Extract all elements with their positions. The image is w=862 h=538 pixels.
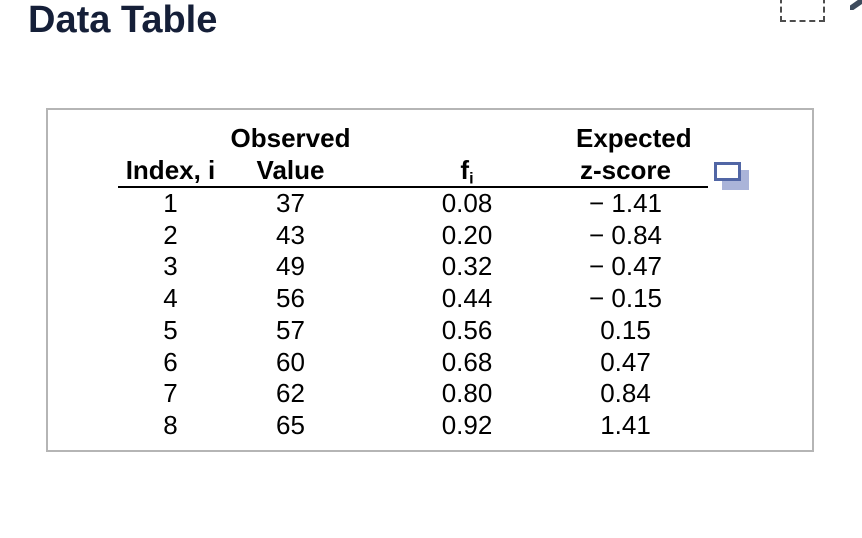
col-header-expected-zscore: Expected z-score <box>576 122 708 188</box>
header-line-2: Index, i <box>125 155 216 185</box>
copy-table-icon[interactable] <box>714 162 750 191</box>
cell-fi: 0.68 <box>441 346 493 377</box>
table-row: 3 49 0.32 − 0.47 <box>118 251 708 283</box>
fi-base: f <box>460 155 470 185</box>
cell-zscore: − 0.15 <box>588 283 662 314</box>
cell-zscore: 0.84 <box>600 378 651 409</box>
cell-zscore: 1.41 <box>600 409 651 440</box>
table-row: 1 37 0.08 − 1.41 <box>118 187 708 220</box>
cell-index: 6 <box>163 346 178 377</box>
col-header-index: Index, i <box>118 122 223 188</box>
cell-fi: 0.80 <box>441 378 493 409</box>
cell-zscore: 0.15 <box>600 314 651 345</box>
cell-observed: 57 <box>276 314 305 345</box>
page-title: Data Table <box>28 0 218 41</box>
cell-zscore: − 1.41 <box>588 188 662 218</box>
copy-icon-front-rect <box>714 162 741 181</box>
cell-index: 5 <box>163 314 178 345</box>
data-table-card: Index, i Observed Value fi Expected z-sc… <box>46 108 814 452</box>
table-row: 4 56 0.44 − 0.15 <box>118 283 708 315</box>
header-line-1: Expected <box>576 123 692 153</box>
cell-zscore: 0.47 <box>600 346 651 377</box>
cell-fi: 0.56 <box>441 314 493 345</box>
table-row: 6 60 0.68 0.47 <box>118 347 708 379</box>
col-header-observed-value: Observed Value <box>223 122 358 188</box>
dashed-selection-box <box>780 0 825 22</box>
header-row: Index, i Observed Value fi Expected z-sc… <box>118 122 708 188</box>
cell-fi: 0.32 <box>441 251 493 282</box>
header-line-2: z-score <box>579 155 672 185</box>
cell-observed: 49 <box>276 251 305 282</box>
header-line-2: fi <box>358 154 576 188</box>
cell-zscore: − 0.47 <box>588 251 662 282</box>
corner-icon-fragment <box>850 0 862 10</box>
data-table: Index, i Observed Value fi Expected z-sc… <box>118 122 708 442</box>
header-line-1 <box>118 122 223 154</box>
header-line-2: Value <box>256 155 325 185</box>
cell-index: 2 <box>163 219 178 250</box>
header-line-1 <box>358 122 576 154</box>
cell-fi: 0.92 <box>441 409 493 440</box>
fi-subscript: i <box>469 169 474 188</box>
cell-fi: 0.44 <box>441 283 493 314</box>
cell-fi: 0.20 <box>441 219 493 250</box>
cell-observed: 62 <box>276 378 305 409</box>
table-row: 8 65 0.92 1.41 <box>118 410 708 442</box>
cell-index: 7 <box>163 378 178 409</box>
cell-index: 3 <box>163 251 178 282</box>
cell-index: 1 <box>163 188 178 218</box>
cell-fi: 0.08 <box>441 188 493 218</box>
cell-observed: 43 <box>276 219 305 250</box>
header-line-1: Observed <box>230 123 351 153</box>
cell-observed: 56 <box>276 283 305 314</box>
cell-index: 8 <box>163 409 178 440</box>
cell-index: 4 <box>163 283 178 314</box>
cell-observed: 65 <box>276 409 305 440</box>
cell-observed: 60 <box>276 346 305 377</box>
cell-observed: 37 <box>276 188 305 218</box>
cell-zscore: − 0.84 <box>588 219 662 250</box>
col-header-fi: fi <box>358 122 576 188</box>
table-row: 2 43 0.20 − 0.84 <box>118 220 708 252</box>
table-row: 5 57 0.56 0.15 <box>118 315 708 347</box>
table-row: 7 62 0.80 0.84 <box>118 378 708 410</box>
